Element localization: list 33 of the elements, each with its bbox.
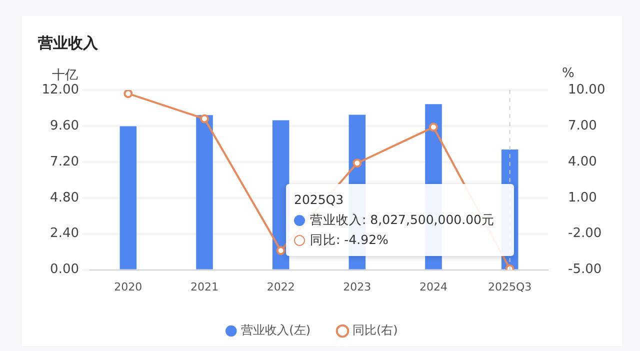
y2-tick-label: 4.00: [568, 154, 597, 170]
x-tick-label: 2020: [114, 280, 142, 294]
x-tick-label: 2022: [266, 280, 295, 294]
point: [429, 122, 438, 132]
y-tick-label: 0.00: [50, 262, 79, 278]
point: [352, 158, 362, 168]
y2-tick-label: -5.00: [568, 262, 602, 278]
y-axis-title: 十亿: [52, 67, 78, 84]
legend-label: 同比(右): [352, 323, 398, 338]
x-tick-label: 2023: [343, 280, 372, 294]
x-tick-label: 2021: [190, 280, 218, 294]
y-tick-label: 7.20: [50, 154, 79, 170]
x-tick-label: 2024: [420, 280, 448, 294]
y-tick-label: 12.00: [42, 82, 79, 98]
y2-tick-label: 1.00: [568, 190, 597, 206]
legend-label: 营业收入(左): [241, 323, 311, 338]
bar: [120, 126, 137, 270]
annotation: 2025Q3: [294, 191, 344, 209]
y-tick-label: 4.80: [50, 190, 79, 206]
y2-tick-label: 7.00: [568, 118, 597, 134]
chart-title: 营业收入: [38, 34, 98, 53]
bar: [196, 115, 213, 270]
point: [124, 90, 133, 98]
annotation: 营业收入: 8,027,500,000.00元: [310, 211, 495, 229]
annotation: 同比: -4.92%: [310, 231, 388, 249]
point: [276, 246, 286, 256]
y2-tick-label: 10.00: [568, 82, 606, 98]
point: [200, 114, 209, 124]
x-tick-label: 2025Q3: [488, 280, 532, 294]
y2-tick-label: -2.00: [568, 226, 602, 242]
y2-axis-title: %: [562, 66, 574, 81]
y-tick-label: 9.60: [50, 118, 79, 134]
y-tick-label: 2.40: [50, 226, 79, 242]
